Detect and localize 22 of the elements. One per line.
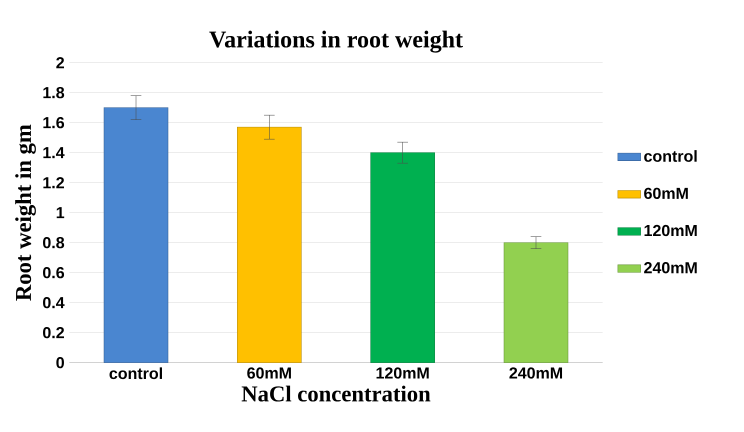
legend-label: 60mM — [644, 188, 688, 200]
y-tick-label: 0.4 — [43, 296, 65, 308]
x-tick-label: 240mM — [509, 367, 562, 379]
y-tick-label: 0.2 — [43, 326, 64, 338]
x-tick-label: control — [110, 367, 162, 380]
y-tick-label: 1.6 — [43, 117, 64, 128]
y-tick-label: 2 — [56, 57, 64, 68]
legend-label: control — [644, 150, 697, 162]
x-axis-title: NaCl concentration — [242, 386, 430, 402]
y-tick-label: 1.8 — [43, 87, 64, 98]
y-tick-label: 1.4 — [43, 147, 65, 158]
y-axis-title: Root weight in gm — [15, 124, 36, 301]
y-tick-label: 0.8 — [43, 236, 64, 248]
chart-title: Variations in root weight — [209, 30, 463, 53]
x-tick-label: 60mM — [247, 367, 291, 379]
x-tick-label: 120mM — [376, 367, 429, 379]
y-tick-label: 1.2 — [43, 177, 64, 188]
y-tick-label: 1 — [56, 207, 64, 218]
legend-label: 240mM — [644, 262, 697, 274]
y-tick-label: 0.6 — [43, 266, 64, 278]
y-tick-label: 0 — [56, 356, 64, 368]
legend-label: 120mM — [644, 224, 697, 236]
